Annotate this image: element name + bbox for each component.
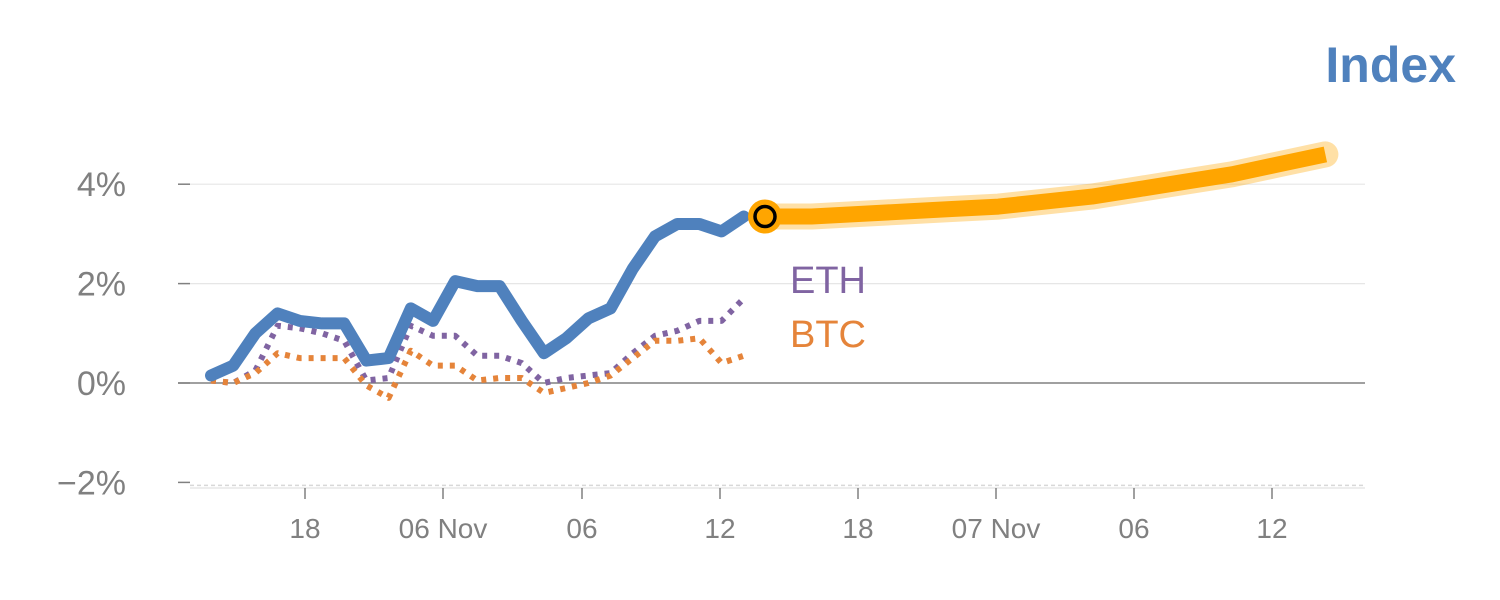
y-tick-label-2: 2% [77, 266, 126, 304]
x-tick-label: 18 [289, 513, 320, 544]
x-tick-label: 06 [566, 513, 597, 544]
y-tick-label-4: 4% [77, 166, 126, 204]
y-tick-label-minus-2: −2% [57, 464, 126, 502]
x-tick-label: 12 [704, 513, 735, 544]
x-tick-label: 06 [1118, 513, 1149, 544]
current-point-marker [753, 204, 777, 229]
x-tick-label: 18 [842, 513, 873, 544]
series-labels: ETH BTC [790, 260, 866, 356]
series-line-btc [210, 335, 745, 401]
x-tick-label: 12 [1256, 513, 1287, 544]
series-line-index [205, 210, 750, 382]
x-tick-label: 07 Nov [952, 513, 1041, 544]
x-axis-tick-labels: 18 06 Nov 06 12 18 07 Nov 06 12 [289, 513, 1287, 544]
x-axis [190, 487, 1365, 499]
x-tick-label: 06 Nov [399, 513, 488, 544]
series-line-eth [210, 296, 746, 386]
series-label-btc: BTC [790, 314, 866, 356]
projection-line [765, 146, 1328, 225]
series-lines [205, 141, 1339, 401]
series-label-eth: ETH [790, 260, 866, 302]
y-axis-tick-labels: 4% 2% 0% −2% [57, 166, 126, 502]
y-tick-label-0: 0% [77, 365, 126, 403]
chart-title: Index [1325, 37, 1456, 93]
